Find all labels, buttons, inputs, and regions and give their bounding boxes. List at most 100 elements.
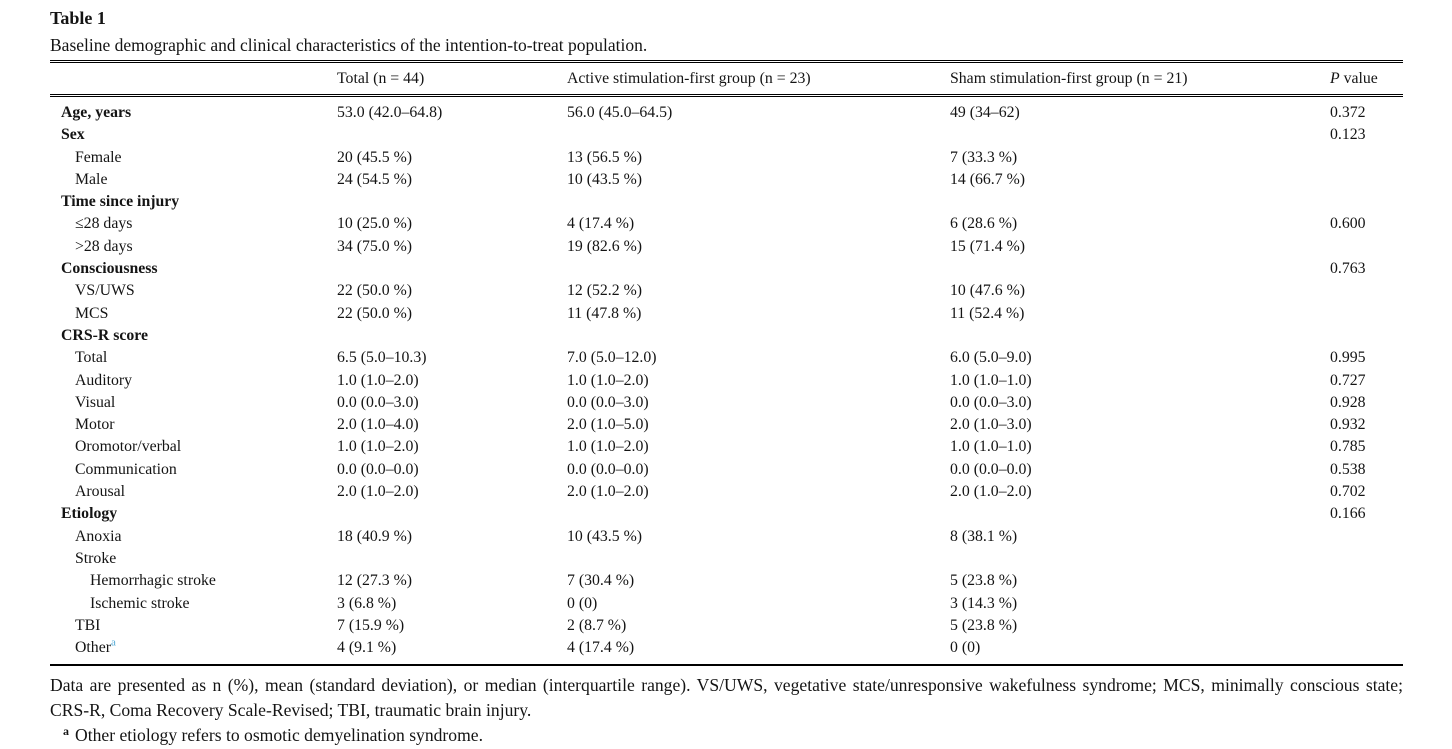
total-cell	[337, 548, 567, 570]
table-row: MCS 22 (50.0 %) 11 (47.8 %) 11 (52.4 %)	[50, 303, 1403, 325]
p-value-cell	[1330, 570, 1403, 592]
table-row: Motor 2.0 (1.0–4.0) 2.0 (1.0–5.0) 2.0 (1.0–…	[50, 414, 1403, 436]
sham-group-cell: 5 (23.8 %)	[950, 572, 1018, 590]
row-label-cell: TBI	[75, 616, 101, 634]
table-row: Visual 0.0 (0.0–3.0) 0.0 (0.0–3.0) 0.0 (0.0…	[50, 392, 1403, 414]
table-header: Total (n = 44) Active stimulation-first …	[50, 61, 1403, 97]
total-cell: 34 (75.0 %)	[337, 237, 413, 255]
sham-group-cell: 0 (0)	[950, 637, 1330, 667]
table-row: CRS-R score	[50, 325, 1403, 347]
sham-group-cell	[950, 191, 1330, 213]
p-value-cell: 0.763	[1330, 260, 1366, 278]
table-row: Etiology 0.166	[50, 503, 1403, 525]
p-value-cell: 0.995	[1330, 349, 1366, 367]
table-caption: Baseline demographic and clinical charac…	[50, 35, 648, 55]
table-row: TBI 7 (15.9 %) 2 (8.7 %) 5 (23.8 %)	[50, 615, 1403, 637]
row-label-cell: Sex	[61, 126, 85, 144]
active-group-cell: 10 (43.5 %)	[567, 170, 643, 188]
total-cell: 53.0 (42.0–64.8)	[337, 104, 443, 121]
sham-group-cell: 1.0 (1.0–1.0)	[950, 371, 1032, 389]
table-row: Consciousness 0.763	[50, 258, 1403, 280]
total-cell: 2.0 (1.0–2.0)	[337, 483, 419, 501]
p-value-cell	[1330, 236, 1403, 258]
row-label-cell: Auditory	[75, 371, 133, 389]
active-group-cell	[567, 548, 950, 570]
p-value-cell	[1330, 593, 1403, 615]
active-group-cell: 2.0 (1.0–5.0)	[567, 416, 649, 434]
table-row: Time since injury	[50, 191, 1403, 213]
active-group-cell: 4 (17.4 %)	[567, 637, 950, 667]
sham-group-cell: 1.0 (1.0–1.0)	[950, 438, 1032, 456]
p-value-cell	[1330, 526, 1403, 548]
p-value-cell	[1330, 303, 1403, 325]
active-group-cell: 2 (8.7 %)	[567, 616, 627, 634]
row-label-cell: Communication	[75, 460, 177, 478]
table-body: Age, years 53.0 (42.0–64.8) 56.0 (45.0–64.…	[50, 96, 1403, 667]
active-group-cell: 4 (17.4 %)	[567, 215, 635, 233]
p-value-rest: value	[1339, 70, 1378, 87]
row-label-cell: MCS	[75, 304, 109, 322]
table-row: Total 6.5 (5.0–10.3) 7.0 (5.0–12.0) 6.0 (5.…	[50, 347, 1403, 369]
p-value-cell	[1330, 637, 1403, 667]
active-group-cell: 11 (47.8 %)	[567, 304, 642, 322]
sham-group-cell: 0.0 (0.0–0.0)	[950, 460, 1032, 478]
column-header-active-group: Active stimulation-first group (n = 23)	[567, 61, 950, 97]
p-value-cell	[1330, 191, 1403, 213]
total-cell: 22 (50.0 %)	[337, 304, 413, 322]
sham-group-cell: 8 (38.1 %)	[950, 527, 1018, 545]
row-label-cell: VS/UWS	[75, 282, 135, 300]
row-label-cell: CRS-R score	[61, 326, 149, 344]
total-cell: 4 (9.1 %)	[337, 637, 567, 667]
total-cell: 2.0 (1.0–4.0)	[337, 416, 419, 434]
table-row: >28 days 34 (75.0 %) 19 (82.6 %) 15 (71.4 %…	[50, 236, 1403, 258]
table-row: ≤28 days 10 (25.0 %) 4 (17.4 %) 6 (28.6 %) 0…	[50, 213, 1403, 235]
active-group-cell	[567, 258, 950, 280]
sham-group-cell: 14 (66.7 %)	[950, 170, 1026, 188]
footnote-marker-a: a	[110, 637, 116, 649]
total-cell: 0.0 (0.0–0.0)	[337, 460, 419, 478]
table-row: Oromotor/verbal 1.0 (1.0–2.0) 1.0 (1.0–2.0…	[50, 436, 1403, 458]
sham-group-cell: 5 (23.8 %)	[950, 616, 1018, 634]
p-value-cell	[1330, 548, 1403, 570]
p-value-italic-p: P	[1330, 70, 1340, 87]
table-row: Ischemic stroke 3 (6.8 %) 0 (0) 3 (14.3 %)	[50, 593, 1403, 615]
column-header-p-value: P value	[1330, 61, 1403, 97]
sham-group-cell: 6.0 (5.0–9.0)	[950, 349, 1032, 367]
sham-group-cell	[950, 325, 1330, 347]
sham-group-cell: 2.0 (1.0–2.0)	[950, 483, 1032, 501]
row-label-cell: Anoxia	[75, 527, 122, 545]
active-group-cell: 0 (0)	[567, 594, 598, 612]
p-value-cell: 0.600	[1330, 215, 1366, 233]
p-value-cell	[1330, 147, 1403, 169]
active-group-cell: 1.0 (1.0–2.0)	[567, 438, 649, 456]
sham-group-cell	[950, 258, 1330, 280]
table-footnotes: Data are presented as n (%), mean (stand…	[50, 673, 1403, 748]
p-value-cell: 0.372	[1330, 104, 1366, 121]
sham-group-cell: 15 (71.4 %)	[950, 237, 1026, 255]
p-value-cell: 0.123	[1330, 126, 1366, 144]
total-cell: 1.0 (1.0–2.0)	[337, 438, 419, 456]
table-row: Age, years 53.0 (42.0–64.8) 56.0 (45.0–64.…	[50, 96, 1403, 125]
active-group-cell: 56.0 (45.0–64.5)	[567, 104, 673, 121]
sham-group-cell	[950, 124, 1330, 146]
active-group-cell: 13 (56.5 %)	[567, 148, 643, 166]
row-label-cell: Arousal	[75, 483, 126, 501]
active-group-cell	[567, 191, 950, 213]
row-label-cell: Ischemic stroke	[90, 594, 190, 612]
total-cell	[337, 191, 567, 213]
active-group-cell: 2.0 (1.0–2.0)	[567, 483, 649, 501]
active-group-cell: 1.0 (1.0–2.0)	[567, 371, 649, 389]
active-group-cell: 0.0 (0.0–3.0)	[567, 393, 649, 411]
row-label-cell: Motor	[75, 416, 115, 434]
sham-group-cell: 2.0 (1.0–3.0)	[950, 416, 1032, 434]
row-label-cell: Hemorrhagic stroke	[90, 572, 216, 590]
p-value-cell	[1330, 325, 1403, 347]
row-label-cell: Consciousness	[61, 260, 158, 278]
active-group-cell	[567, 124, 950, 146]
active-group-cell	[567, 503, 950, 525]
total-cell	[337, 503, 567, 525]
row-label-cell: Female	[75, 148, 122, 166]
table-row: Othera 4 (9.1 %) 4 (17.4 %) 0 (0)	[50, 637, 1403, 667]
row-label-cell: Othera	[50, 637, 337, 667]
